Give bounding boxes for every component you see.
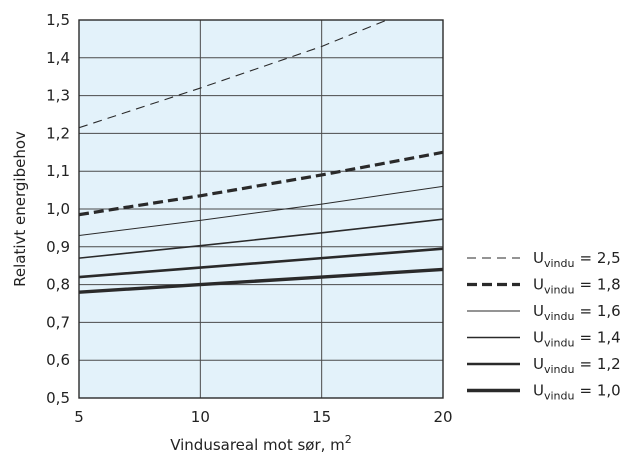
y-tick-label: 1,5 (46, 11, 70, 29)
legend-label-5: Uvindu = 1,0 (533, 382, 621, 403)
series-line-0 (79, 20, 389, 129)
legend-label-4: Uvindu = 1,2 (533, 355, 621, 376)
x-tick-label: 10 (191, 408, 210, 426)
y-tick-label: 1,4 (46, 49, 70, 67)
x-axis-label-text: Vindusareal mot sør, m (170, 436, 345, 454)
y-axis-label: Relativt energibehov (11, 131, 29, 287)
legend-label-3: Uvindu = 1,4 (533, 329, 621, 350)
series-line-2 (79, 185, 443, 236)
y-tick-label: 1,2 (46, 124, 70, 142)
plot-frame (78, 19, 444, 399)
tick-labels: 0,5 0,6 0,7 0,8 0,9 1,0 1,1 1,2 1,3 1,4 1,5 5 10 15 20 (46, 11, 452, 426)
series-line-5 (79, 267, 443, 294)
x-axis-label-superscript: 2 (345, 433, 352, 446)
y-tick-label: 0,8 (46, 276, 70, 294)
x-tick-label: 15 (312, 408, 331, 426)
y-tick-label: 1,0 (46, 200, 70, 218)
x-axis-label: Vindusareal mot sør, m2 (170, 433, 352, 454)
y-tick-label: 0,9 (46, 238, 70, 256)
y-tick-label: 1,1 (46, 162, 70, 180)
y-tick-label: 0,7 (46, 313, 70, 331)
y-tick-label: 1,3 (46, 87, 70, 105)
y-tick-label: 0,5 (46, 389, 70, 407)
series-line-3 (79, 218, 443, 259)
legend-label-2: Uvindu = 1,6 (533, 302, 621, 323)
y-tick-label: 0,6 (46, 351, 70, 369)
series-line-1 (79, 150, 443, 217)
legend-label-1: Uvindu = 1,8 (533, 276, 621, 297)
legend-label-0: Uvindu = 2,5 (533, 249, 621, 270)
series-line-4 (79, 247, 443, 279)
legend: Uvindu = 2,5 Uvindu = 1,8 Uvindu = 1,6 Uvindu =… (467, 249, 621, 403)
x-tick-label: 20 (433, 408, 452, 426)
x-tick-label: 5 (74, 408, 84, 426)
series-lines (79, 20, 443, 294)
